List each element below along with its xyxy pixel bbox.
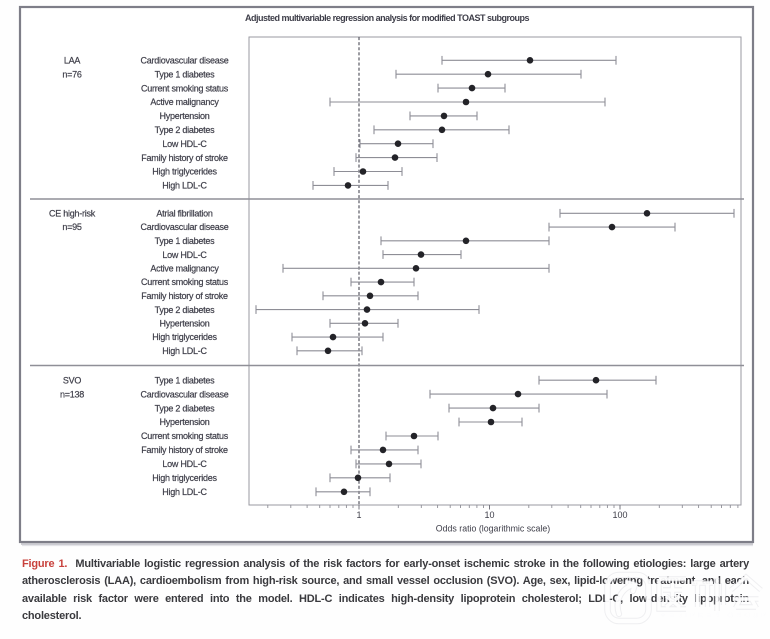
svg-text:n=76: n=76: [62, 69, 82, 79]
svg-text:Type 1 diabetes: Type 1 diabetes: [155, 69, 216, 79]
svg-text:Hypertension: Hypertension: [159, 111, 209, 121]
svg-text:Hypertension: Hypertension: [159, 319, 209, 329]
svg-text:Family history of stroke: Family history of stroke: [141, 153, 228, 163]
svg-text:SVO: SVO: [63, 375, 82, 385]
svg-text:Current smoking status: Current smoking status: [141, 83, 229, 93]
svg-text:CE high-risk: CE high-risk: [49, 209, 96, 219]
svg-text:10: 10: [484, 510, 494, 520]
svg-text:High LDL-C: High LDL-C: [162, 346, 207, 356]
svg-text:Hypertension: Hypertension: [159, 417, 209, 427]
svg-text:Type 2 diabetes: Type 2 diabetes: [155, 125, 216, 135]
svg-text:Cardiovascular disease: Cardiovascular disease: [140, 222, 228, 232]
svg-text:High LDL-C: High LDL-C: [162, 181, 207, 191]
svg-text:100: 100: [612, 510, 627, 520]
svg-text:Low HDL-C: Low HDL-C: [162, 250, 207, 260]
svg-text:n=138: n=138: [60, 389, 84, 399]
svg-text:1: 1: [356, 510, 361, 520]
svg-text:Family history of stroke: Family history of stroke: [141, 291, 228, 301]
svg-text:Active malignancy: Active malignancy: [150, 97, 219, 107]
svg-text:Current smoking status: Current smoking status: [141, 277, 229, 287]
svg-text:Atrial fibrillation: Atrial fibrillation: [156, 209, 213, 219]
svg-text:Current smoking status: Current smoking status: [141, 431, 229, 441]
svg-text:Type 1 diabetes: Type 1 diabetes: [155, 236, 216, 246]
svg-text:High triglycerides: High triglycerides: [152, 473, 217, 483]
svg-text:Cardiovascular disease: Cardiovascular disease: [140, 389, 228, 399]
svg-text:Cardiovascular disease: Cardiovascular disease: [140, 56, 228, 66]
svg-text:MEDIPEER GROUP: MEDIPEER GROUP: [660, 611, 769, 620]
svg-text:Family history of stroke: Family history of stroke: [141, 445, 228, 455]
svg-text:MEDIPEER GROUP: MEDIPEER GROUP: [660, 611, 769, 620]
svg-text:High triglycerides: High triglycerides: [152, 167, 217, 177]
svg-text:Low HDL-C: Low HDL-C: [162, 139, 207, 149]
svg-text:LAA: LAA: [64, 56, 81, 66]
svg-text:Active malignancy: Active malignancy: [150, 264, 219, 274]
svg-text:Type 2 diabetes: Type 2 diabetes: [155, 403, 216, 413]
svg-text:Adjusted multivariable regress: Adjusted multivariable regression analys…: [245, 13, 529, 23]
svg-text:Type 1 diabetes: Type 1 diabetes: [155, 375, 216, 385]
svg-text:Low HDL-C: Low HDL-C: [162, 459, 207, 469]
svg-text:High triglycerides: High triglycerides: [152, 332, 217, 342]
svg-text:Type 2 diabetes: Type 2 diabetes: [155, 305, 216, 315]
svg-text:High LDL-C: High LDL-C: [162, 487, 207, 497]
svg-text:Odds ratio (logarithmic scale): Odds ratio (logarithmic scale): [436, 524, 550, 534]
svg-text:n=95: n=95: [62, 222, 82, 232]
